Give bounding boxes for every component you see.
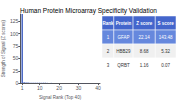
svg-text:Strength of Signal (Z scores): Strength of Signal (Z scores) [1, 19, 6, 77]
svg-text:125: 125 [10, 18, 19, 24]
svg-text:GFAP: GFAP [117, 35, 129, 40]
svg-text:143.48: 143.48 [159, 35, 173, 40]
svg-text:20: 20 [56, 85, 62, 91]
svg-text:QRBT: QRBT [117, 63, 130, 68]
svg-text:0.07: 0.07 [161, 63, 170, 68]
svg-text:Signal Rank (Top 40): Signal Rank (Top 40) [39, 95, 82, 100]
svg-text:Human Protein Microarray Speci: Human Protein Microarray Specificity Val… [20, 7, 157, 15]
svg-text:25: 25 [13, 68, 19, 74]
svg-text:Protein: Protein [116, 21, 132, 26]
svg-text:50: 50 [13, 55, 19, 61]
svg-text:S score: S score [158, 21, 175, 26]
svg-text:HBB29: HBB29 [116, 49, 131, 54]
svg-text:40: 40 [95, 85, 101, 91]
svg-text:10: 10 [37, 85, 43, 91]
svg-text:2: 2 [107, 49, 110, 54]
svg-text:30: 30 [76, 85, 82, 91]
svg-text:0: 0 [15, 80, 18, 86]
svg-text:5.32: 5.32 [161, 49, 170, 54]
svg-text:Rank: Rank [102, 21, 114, 26]
svg-text:1.16: 1.16 [140, 63, 149, 68]
svg-text:75: 75 [13, 43, 19, 49]
svg-text:Z score: Z score [136, 21, 153, 26]
svg-text:1: 1 [107, 35, 110, 40]
svg-text:22.14: 22.14 [139, 35, 151, 40]
svg-text:1: 1 [21, 85, 24, 91]
svg-text:8.68: 8.68 [140, 49, 149, 54]
svg-text:3: 3 [107, 63, 110, 68]
svg-text:100: 100 [10, 31, 19, 37]
